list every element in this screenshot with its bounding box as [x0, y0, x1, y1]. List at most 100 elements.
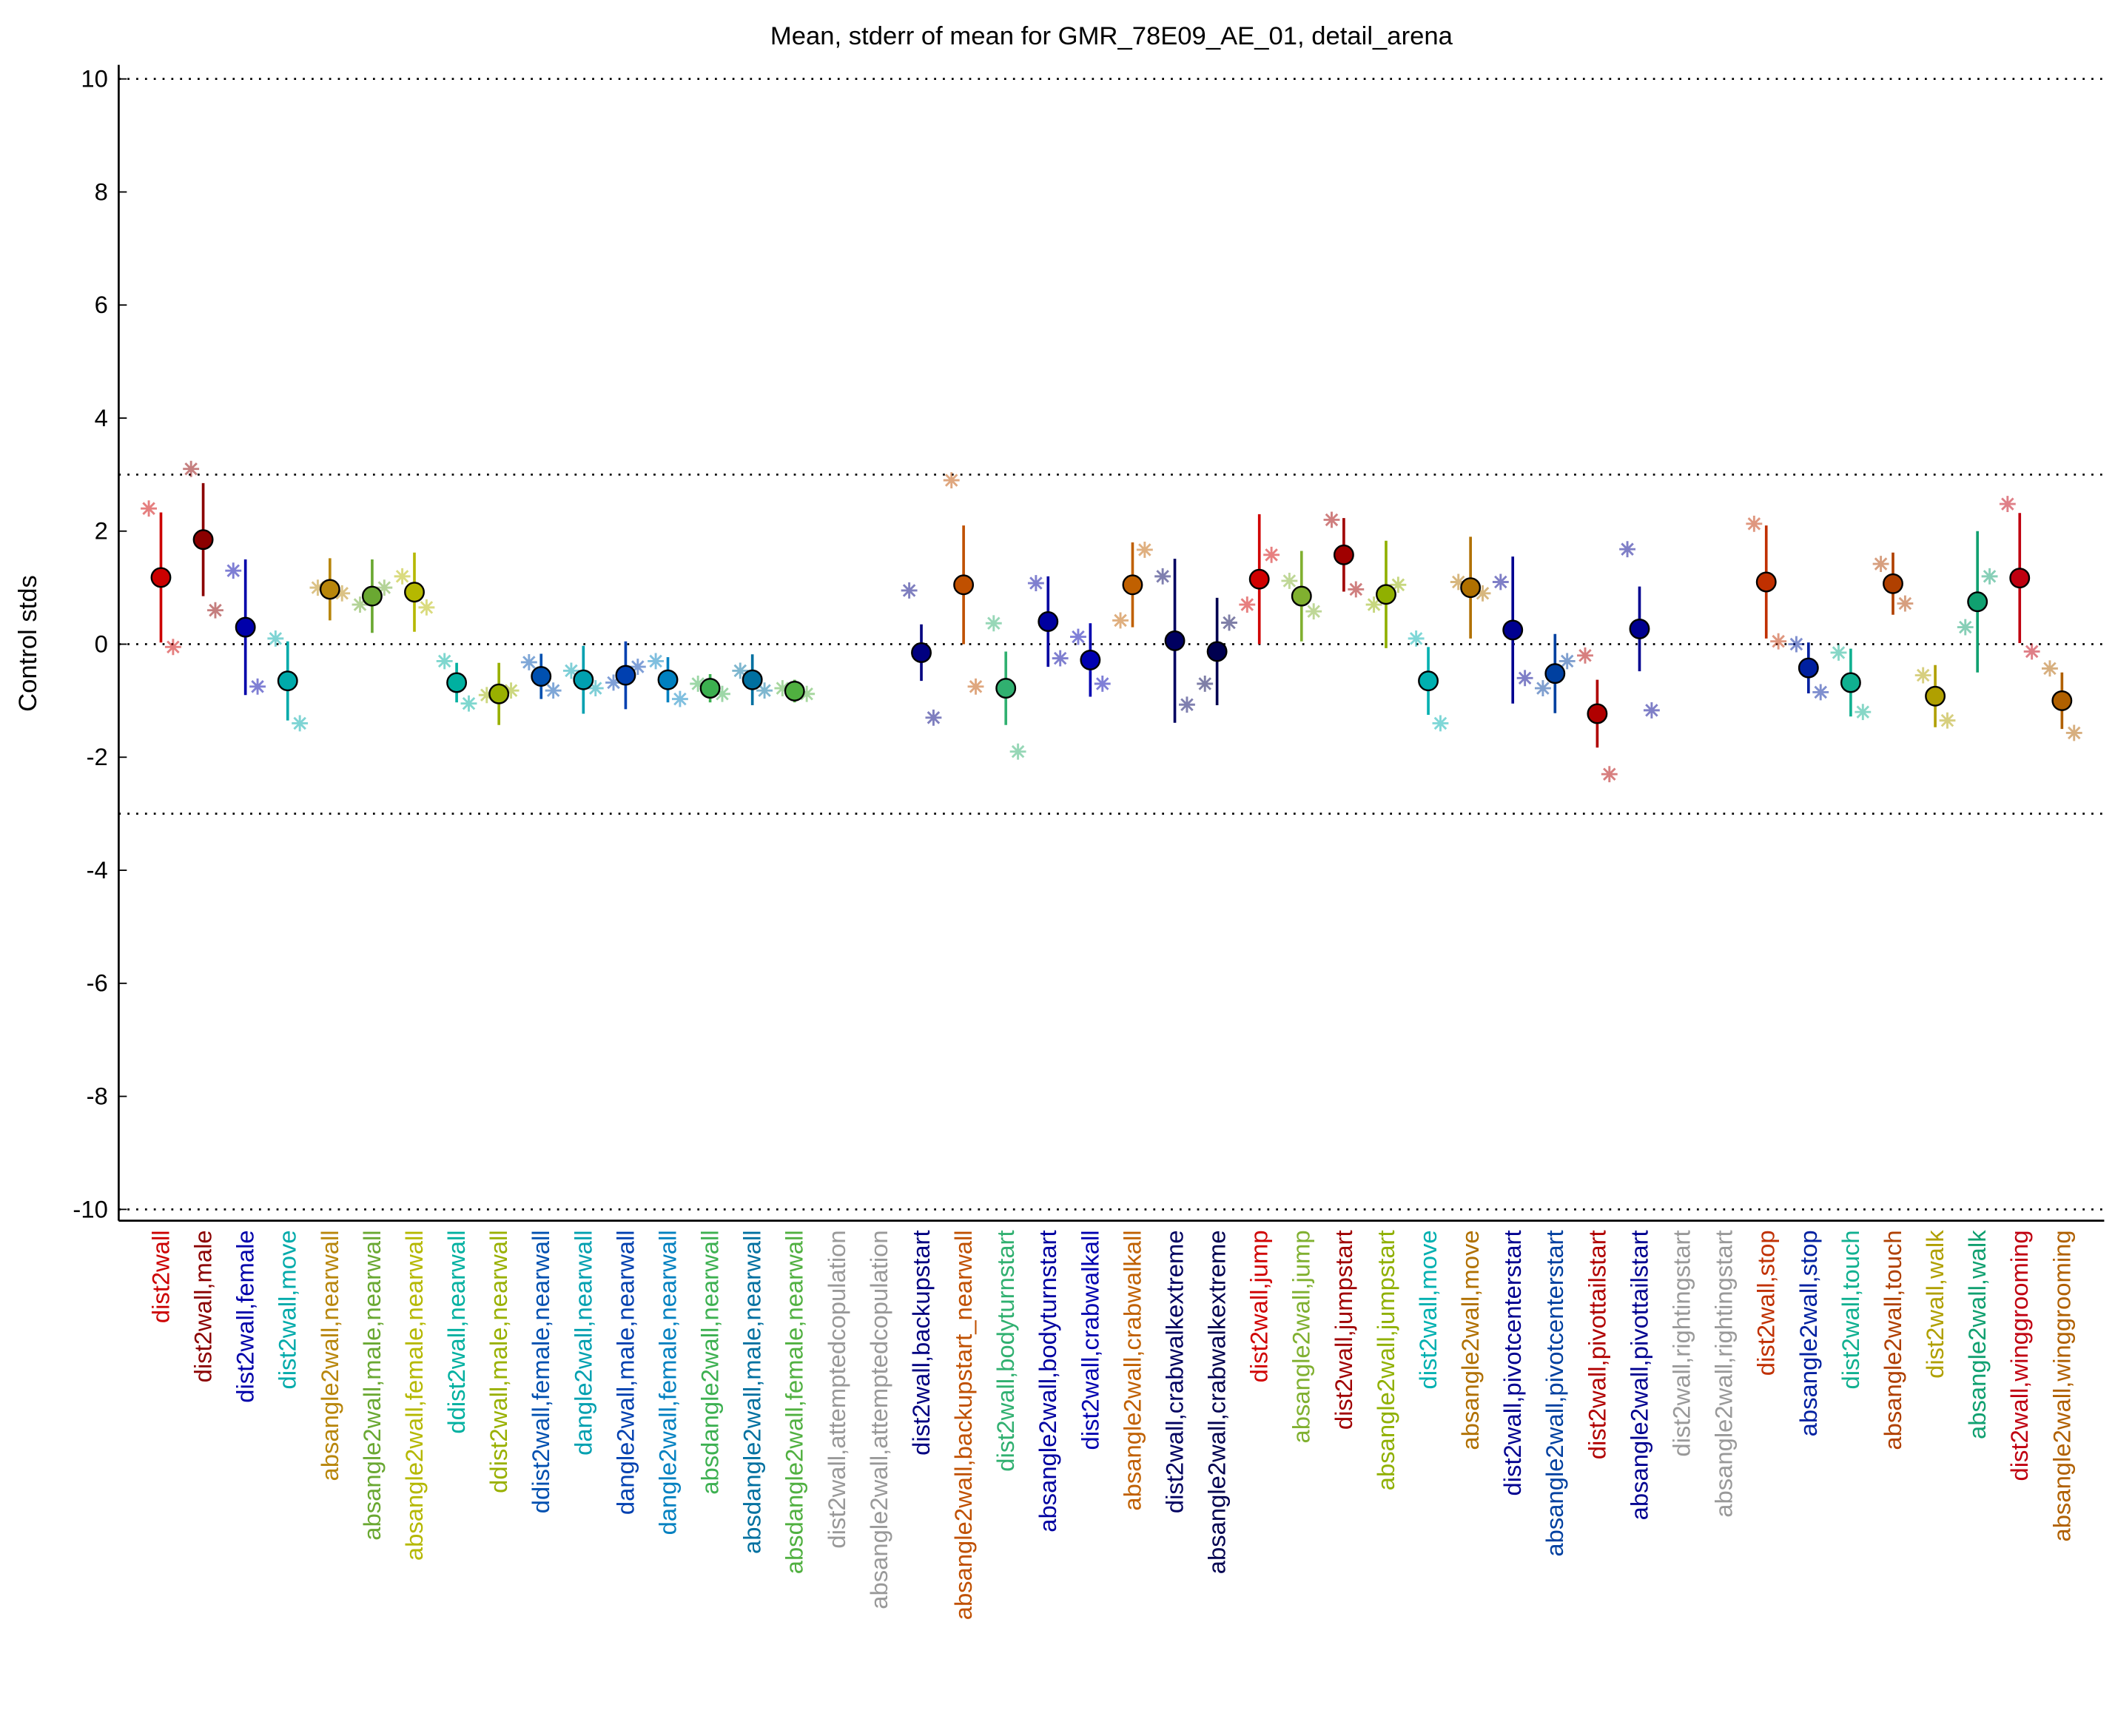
subgroup-mark [1914, 667, 1931, 684]
mean-marker [1038, 611, 1059, 632]
x-tick-label: absangle2wall,pivottailstart [1625, 1230, 1652, 1520]
subgroup-mark [2065, 724, 2082, 741]
mean-marker [192, 529, 214, 551]
y-tick-label: -2 [87, 743, 108, 770]
x-tick-label: absangle2wall,winggrooming [2048, 1230, 2075, 1541]
mean-marker [1587, 703, 1608, 724]
mean-marker [911, 642, 932, 663]
x-tick-label: dist2wall,pivottailstart [1583, 1230, 1610, 1459]
subgroup-mark [376, 579, 393, 596]
subgroup-mark [690, 676, 707, 692]
subgroup-mark [1981, 568, 1998, 585]
subgroup-mark [1643, 702, 1660, 719]
mean-marker [1122, 574, 1143, 596]
mean-marker [319, 579, 340, 600]
x-tick-label: dangle2wall,female,nearwall [653, 1230, 681, 1535]
subgroup-mark [1577, 647, 1593, 664]
x-tick-label: dist2wall,backupstart [907, 1230, 935, 1455]
y-tick-label: -10 [73, 1195, 107, 1222]
mean-marker [531, 666, 552, 687]
subgroup-mark [1112, 612, 1129, 629]
subgroup-mark [334, 585, 351, 602]
y-tick-label: -6 [87, 969, 108, 997]
x-tick-label: dist2wall,move [274, 1230, 301, 1389]
subgroup-mark [1070, 628, 1086, 645]
mean-marker [488, 683, 510, 704]
subgroup-mark [901, 582, 918, 599]
mean-marker [953, 574, 975, 596]
subgroup-mark [1450, 573, 1467, 591]
subgroup-mark [1558, 653, 1576, 670]
x-tick-label: absangle2wall,move [1456, 1230, 1484, 1450]
mean-marker [1840, 672, 1861, 693]
subgroup-mark [1855, 704, 1872, 721]
subgroup-mark [587, 680, 604, 697]
subgroup-mark [1263, 546, 1280, 563]
x-tick-label: dist2wall,crabwalkextreme [1160, 1230, 1188, 1513]
subgroup-mark [1323, 511, 1340, 528]
x-tick-label: dist2wall,walk [1921, 1230, 1948, 1379]
subgroup-mark [1492, 573, 1509, 591]
mean-marker [1418, 670, 1439, 692]
x-tick-label: absangle2wall,attemptedcopulation [865, 1230, 892, 1609]
subgroup-mark [1516, 670, 1533, 687]
y-tick-label: -4 [87, 856, 108, 884]
x-tick-label: dist2wall,female [232, 1230, 259, 1402]
x-tick-label: dist2wall,rightingstart [1667, 1230, 1695, 1456]
subgroup-mark [545, 682, 562, 699]
x-tick-label: absangle2wall,male,nearwall [358, 1230, 386, 1540]
x-tick-label: absangle2wall,bodyturnstart [1034, 1230, 1061, 1532]
x-tick-label: dist2wall,bodyturnstart [992, 1230, 1019, 1471]
mean-marker [1080, 649, 1101, 670]
x-tick-label: dist2wall,move [1414, 1230, 1442, 1389]
subgroup-mark [671, 690, 688, 707]
x-tick-label: ddist2wall,nearwall [443, 1230, 470, 1433]
subgroup-mark [478, 687, 495, 704]
subgroup-mark [1094, 676, 1111, 692]
x-tick-label: absdangle2wall,nearwall [696, 1230, 724, 1494]
subgroup-mark [1027, 575, 1044, 591]
subgroup-mark [1601, 766, 1618, 783]
x-tick-label: dist2wall [147, 1230, 174, 1323]
subgroup-mark [1009, 743, 1026, 760]
subgroup-mark [225, 562, 242, 579]
x-tick-label: absangle2wall,jumpstart [1372, 1230, 1399, 1490]
subgroup-mark [502, 682, 519, 699]
x-tick-label: absangle2wall,stop [1795, 1230, 1822, 1436]
x-tick-label: dist2wall,crabwalkall [1076, 1230, 1103, 1450]
subgroup-mark [732, 662, 749, 679]
mean-marker [615, 665, 636, 686]
subgroup-mark [1830, 645, 1847, 661]
mean-marker [742, 669, 763, 690]
subgroup-mark [267, 630, 284, 647]
subgroup-mark [967, 678, 984, 695]
subgroup-mark [352, 596, 369, 613]
y-axis-label: Control stds [14, 575, 42, 712]
x-tick-label: dist2wall,pivotcenterstart [1499, 1230, 1526, 1496]
subgroup-mark [1221, 614, 1237, 631]
subgroup-mark [1872, 556, 1889, 572]
mean-marker [446, 672, 468, 693]
x-tick-label: absangle2wall,rightingstart [1710, 1230, 1738, 1517]
mean-marker [404, 582, 425, 603]
mean-marker [1291, 585, 1312, 607]
subgroup-mark [1432, 715, 1449, 732]
x-tick-label: dangle2wall,male,nearwall [611, 1230, 639, 1515]
subgroup-mark [1939, 712, 1956, 729]
y-tick-label: 2 [95, 517, 108, 545]
subgroup-mark [1534, 680, 1551, 697]
x-tick-label: absangle2wall,backupstart_nearwall [949, 1230, 977, 1620]
subgroup-mark [562, 662, 579, 679]
mean-marker [2009, 568, 2031, 589]
subgroup-mark [2023, 643, 2040, 660]
mean-marker [361, 585, 383, 607]
subgroup-mark [394, 568, 411, 585]
x-tick-label: dist2wall,jump [1245, 1230, 1273, 1382]
x-tick-label: absdangle2wall,male,nearwall [739, 1230, 766, 1554]
subgroup-mark [183, 460, 200, 477]
x-tick-label: absangle2wall,walk [1963, 1230, 1991, 1439]
y-tick-label: 0 [95, 630, 108, 657]
subgroup-mark [1239, 596, 1256, 613]
subgroup-mark [1179, 696, 1195, 713]
